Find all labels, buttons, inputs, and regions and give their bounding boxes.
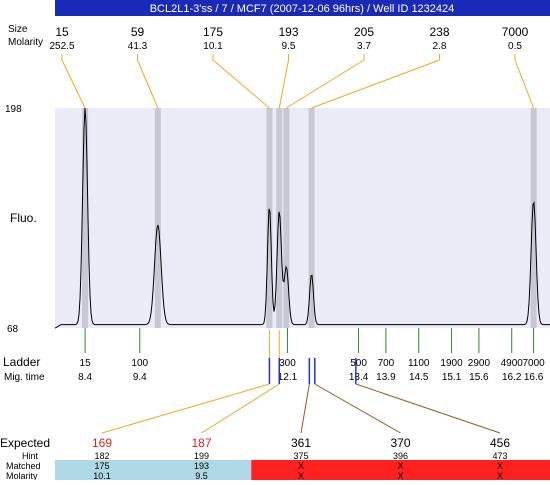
chart-title: BCL2L1-3'ss / 7 / MCF7 (2007-12-06 96hrs… [150, 3, 455, 15]
ladder-size-4900: 4900 [501, 358, 524, 369]
peak-band-6 [308, 108, 315, 328]
peak-size-6: 238 [429, 25, 449, 39]
ladder-mig-15: 8.4 [78, 372, 92, 383]
hint-size-1: 182 [94, 451, 109, 461]
expected-leader-4 [314, 383, 401, 434]
peak-leader-lines [61, 54, 535, 109]
expected-leader-5 [355, 383, 501, 434]
peak-molarity-1: 252.5 [49, 41, 74, 52]
ladder-size-1900: 1900 [440, 358, 463, 369]
peak-size-4: 193 [278, 25, 298, 39]
peak-band-3 [266, 108, 273, 328]
ladder-size-100: 100 [131, 358, 148, 369]
molarity-label: Molarity [6, 471, 38, 480]
peak-leader-diag-6 [311, 59, 440, 109]
matched-size-2: 193 [194, 461, 209, 471]
peak-bands [82, 108, 537, 328]
peak-band-5 [283, 108, 290, 328]
ladder-size-300: 300 [279, 358, 296, 369]
unmatched-bar [251, 460, 550, 480]
matched-label: Matched [6, 461, 41, 471]
expected-size-2: 187 [191, 436, 211, 450]
y-tick-max: 198 [5, 104, 22, 115]
expected-size-1: 169 [92, 436, 112, 450]
peak-leader-diag-3 [212, 59, 270, 109]
hint-size-2: 199 [194, 451, 209, 461]
peak-leader-diag-2 [137, 59, 159, 109]
matched-size-4: X [397, 461, 403, 471]
expected-label: Expected [0, 436, 50, 450]
expected-leader-1 [101, 383, 270, 434]
peak-molarity-3: 10.1 [203, 41, 223, 52]
expected-size-4: 370 [390, 436, 410, 450]
hint-size-5: 473 [492, 451, 507, 461]
peak-leader-diag-4 [278, 59, 289, 109]
peak-molarity-7: 0.5 [508, 41, 522, 52]
size-row-label: Size [8, 24, 28, 35]
ladder-size-15: 15 [80, 358, 92, 369]
peak-size-2: 59 [131, 25, 145, 39]
mig-time-label: Mig. time [4, 372, 45, 383]
ladder-size-500: 500 [350, 358, 367, 369]
matched-molarity-2: 9.5 [195, 471, 208, 480]
peak-molarity-5: 3.7 [357, 41, 371, 52]
hint-size-4: 396 [393, 451, 408, 461]
expected-table: Expected Hint Matched Molarity 169182175… [0, 330, 550, 481]
peak-band-7 [530, 108, 537, 328]
matched-molarity-1: 10.1 [93, 471, 111, 480]
plot-area: Fluo. 198 68 [5, 54, 550, 335]
ladder-mig-7000: 16.6 [524, 372, 544, 383]
peak-leader-diag-5 [286, 59, 365, 109]
matched-bar [55, 460, 252, 480]
peak-molarity-6: 2.8 [433, 41, 447, 52]
peak-size-1: 15 [55, 25, 69, 39]
peak-size-7: 7000 [502, 25, 529, 39]
ladder-size-700: 700 [378, 358, 395, 369]
ladder-mig-4900: 16.2 [502, 372, 522, 383]
matched-molarity-5: X [497, 471, 503, 480]
fluorescence-trace [54, 108, 550, 329]
molarity-row-label: Molarity [8, 37, 43, 48]
peak-size-5: 205 [354, 25, 374, 39]
hint-label: Hint [22, 451, 39, 461]
ladder-mig-700: 13.9 [376, 372, 396, 383]
peak-molarity-2: 41.3 [128, 41, 148, 52]
peak-leader-diag-7 [514, 59, 535, 109]
y-tick-min: 68 [7, 324, 19, 335]
ladder-label: Ladder [3, 355, 40, 369]
title-bar [55, 0, 550, 16]
ladder-mig-1900: 15.1 [442, 372, 462, 383]
ladder-mig-1100: 14.5 [409, 372, 429, 383]
peak-molarity-4: 9.5 [282, 41, 296, 52]
y-axis-label: Fluo. [10, 211, 37, 225]
expected-leader-3 [300, 383, 310, 434]
expected-leader-2 [201, 383, 280, 434]
peak-band-1 [82, 108, 89, 328]
peak-size-3: 175 [203, 25, 223, 39]
peak-band-2 [154, 108, 161, 328]
ladder-mig-2900: 15.6 [469, 372, 489, 383]
ladder-size-7000: 7000 [522, 358, 545, 369]
ladder-mig-500: 13.4 [349, 372, 369, 383]
peak-header-group: 15 252.5 59 41.3 175 10.1 193 9.5 205 3.7 238 2.8 70… [49, 25, 528, 52]
expected-size-5: 456 [490, 436, 510, 450]
ladder-mig-100: 9.4 [133, 372, 147, 383]
ladder-group: Ladder Mig. time 15 8.4 100 9.4 300 12.1 500 13… [3, 328, 545, 383]
matched-molarity-3: X [298, 471, 304, 480]
expected-size-3: 361 [291, 436, 311, 450]
hint-size-3: 375 [293, 451, 308, 461]
matched-molarity-4: X [397, 471, 403, 480]
ladder-size-2900: 2900 [468, 358, 491, 369]
peak-leader-diag-1 [61, 59, 86, 109]
ladder-mig-300: 12.1 [278, 372, 298, 383]
ladder-size-1100: 1100 [408, 358, 430, 369]
plot-background [55, 108, 550, 328]
matched-size-1: 175 [94, 461, 109, 471]
matched-size-5: X [497, 461, 503, 471]
peak-band-4 [276, 108, 283, 328]
matched-size-3: X [298, 461, 304, 471]
